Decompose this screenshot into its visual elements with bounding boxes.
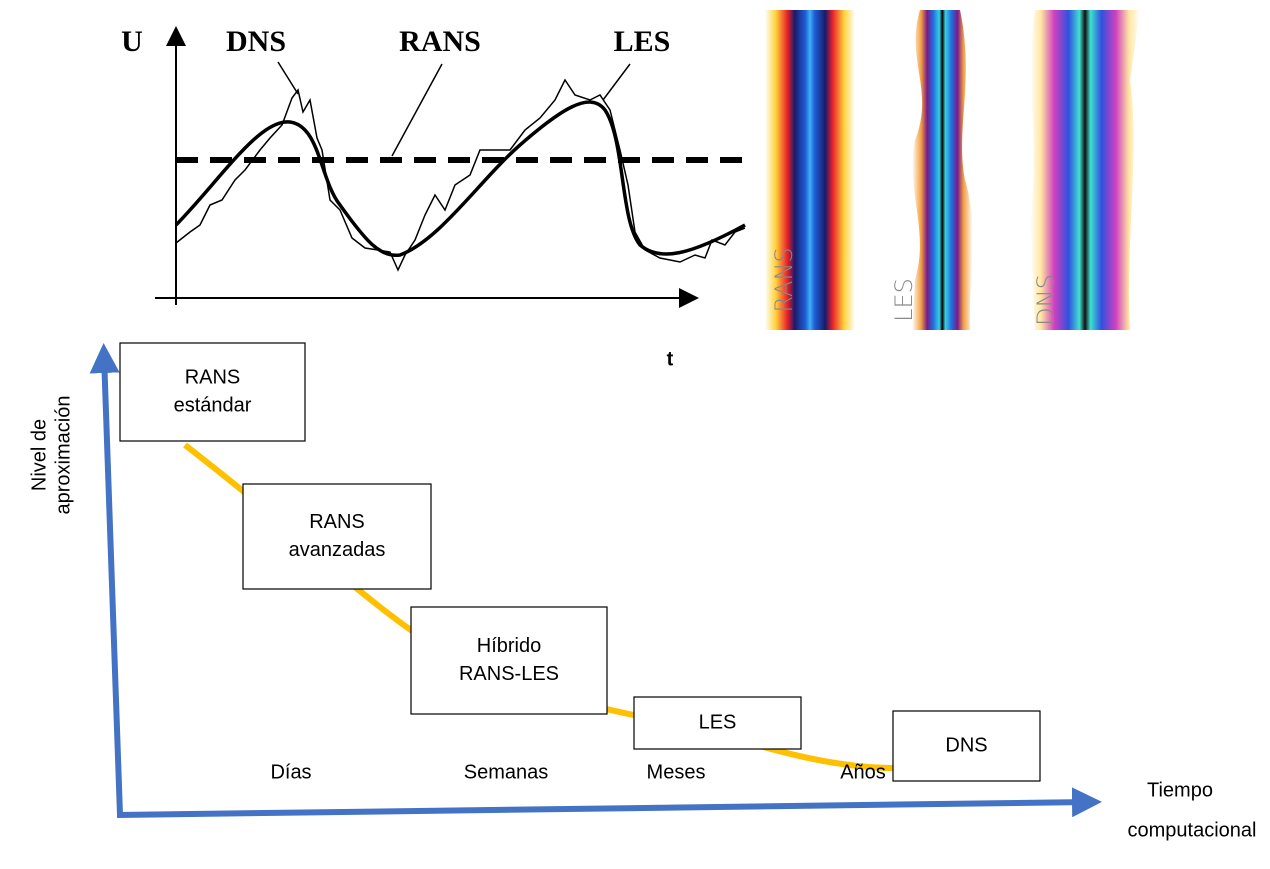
node-label: LES: [699, 711, 737, 733]
nodes: RANS estándar RANS avanzadas Híbrido RANS-LES…: [120, 343, 1040, 781]
node-label: RANS: [185, 366, 241, 388]
jet-label: DNS: [1032, 274, 1060, 326]
time-label: Años: [840, 761, 886, 783]
y-axis-label: aproximación: [52, 396, 74, 515]
leader: [392, 64, 442, 156]
time-labels: Días Semanas Meses Años: [270, 761, 885, 783]
time-label: Meses: [647, 761, 706, 783]
jet-label: LES: [890, 278, 918, 322]
curve-label: RANS: [399, 25, 481, 58]
node-box: [411, 607, 607, 714]
x-label: t: [667, 348, 674, 370]
leader: [278, 62, 298, 94]
signal-plot: U DNS RANS LES t: [121, 25, 745, 370]
node-label: DNS: [945, 734, 987, 756]
node-label: avanzadas: [289, 539, 386, 561]
les-curve: [176, 102, 745, 255]
diagram: U DNS RANS LES t RANS LES DNS Nivel de a…: [0, 0, 1270, 869]
y-label: U: [121, 25, 143, 58]
time-label: Días: [270, 761, 311, 783]
curve-label: DNS: [226, 25, 286, 58]
node-box: [120, 343, 305, 441]
dns-curve: [176, 80, 745, 270]
x-axis: [117, 802, 1090, 815]
x-axis-label: Tiempo: [1147, 779, 1213, 801]
node-label: RANS-LES: [459, 663, 559, 685]
jet-image: [912, 10, 973, 330]
node-label: RANS: [309, 511, 365, 533]
y-axis: [104, 355, 120, 815]
node-label: estándar: [174, 394, 252, 416]
x-axis-label: computacional: [1128, 819, 1257, 841]
y-axis-label: Nivel de: [28, 419, 50, 491]
node-box: [243, 484, 431, 589]
leader: [603, 64, 630, 100]
flow-images: RANS LES DNS: [765, 10, 1140, 330]
jet-label: RANS: [770, 247, 798, 312]
node-label: Híbrido: [477, 635, 541, 657]
time-label: Semanas: [464, 761, 549, 783]
curve-label: LES: [614, 25, 671, 58]
